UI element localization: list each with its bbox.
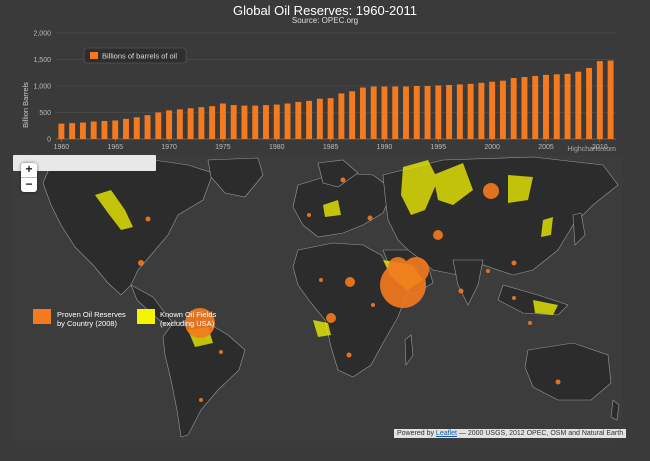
bar-1960[interactable] <box>58 123 65 139</box>
bar-2002[interactable] <box>510 78 517 139</box>
x-tick-label: 2005 <box>538 144 554 151</box>
bar-2008[interactable] <box>575 71 582 139</box>
bar-1981[interactable] <box>284 103 291 139</box>
bar-1964[interactable] <box>101 120 108 139</box>
bar-1997[interactable] <box>456 84 463 139</box>
fields-legend-label: Known Oil Fields (excluding USA) <box>160 310 217 328</box>
y-axis-label: Billion Barrels <box>21 82 30 128</box>
map-zoom-control[interactable]: + − <box>21 163 37 192</box>
bar-1985[interactable] <box>327 98 334 139</box>
bar-1990[interactable] <box>381 86 388 139</box>
bar-1983[interactable] <box>306 100 313 139</box>
bar-1974[interactable] <box>209 106 216 139</box>
bar-1992[interactable] <box>403 86 409 139</box>
x-tick-label: 1980 <box>269 144 285 151</box>
fields-legend-swatch <box>137 309 155 324</box>
bar-1976[interactable] <box>230 105 237 139</box>
y-tick-label: 0 <box>47 137 51 144</box>
y-tick-label: 2,000 <box>33 31 51 38</box>
bar-2009[interactable] <box>586 67 593 139</box>
bar-1994[interactable] <box>424 86 431 139</box>
bar-1970[interactable] <box>166 110 173 139</box>
bar-1968[interactable] <box>144 115 151 139</box>
y-tick-label: 1,500 <box>33 57 51 64</box>
bar-2003[interactable] <box>521 76 528 139</box>
y-tick-label: 1,000 <box>33 84 51 91</box>
bar-2004[interactable] <box>532 75 539 139</box>
bar-1999[interactable] <box>478 82 485 139</box>
bar-1986[interactable] <box>338 93 345 139</box>
bar-2005[interactable] <box>543 74 549 139</box>
bar-1984[interactable] <box>316 98 323 139</box>
bar-1969[interactable] <box>155 112 162 140</box>
x-tick-label: 1965 <box>107 144 123 151</box>
bar-1975[interactable] <box>219 103 226 139</box>
bar-1998[interactable] <box>467 83 474 139</box>
bar-2011[interactable] <box>607 60 614 140</box>
x-tick-label: 1990 <box>377 144 393 151</box>
bar-1991[interactable] <box>392 86 399 139</box>
bar-1972[interactable] <box>187 108 194 139</box>
bar-1965[interactable] <box>112 120 119 139</box>
oil-reserves-bar-chart: 0 500 1,000 1,500 2,000 1960 1965 1970 1975 1980 1… <box>21 31 616 151</box>
x-tick-label: 1995 <box>431 144 447 151</box>
bar-2007[interactable] <box>564 73 571 139</box>
bar-1961[interactable] <box>69 123 76 139</box>
bar-1996[interactable] <box>446 84 453 139</box>
bar-1995[interactable] <box>435 85 442 139</box>
y-tick-label: 500 <box>39 110 51 117</box>
bar-1982[interactable] <box>295 101 302 139</box>
bar-1973[interactable] <box>198 107 205 139</box>
bar-1988[interactable] <box>359 87 366 139</box>
bar-2010[interactable] <box>596 61 603 140</box>
legend-swatch <box>90 52 98 59</box>
bar-1977[interactable] <box>241 105 248 139</box>
world-map[interactable] <box>13 155 622 441</box>
bar-1966[interactable] <box>123 118 129 139</box>
highcharts-credit[interactable]: Highcharts.com <box>567 146 616 153</box>
bar-2000[interactable] <box>489 81 496 139</box>
x-tick-label: 1970 <box>161 144 177 151</box>
reserves-legend-label: Proven Oil Reserves by Country (2008) <box>57 310 126 328</box>
zoom-out-button[interactable]: − <box>21 177 37 192</box>
legend-series-name: Billions of barrels of oil <box>102 52 177 61</box>
chart-legend[interactable]: Billions of barrels of oil <box>83 47 187 64</box>
bar-1989[interactable] <box>370 86 377 139</box>
zoom-in-button[interactable]: + <box>25 162 33 176</box>
map-attribution: Powered by Leaflet — 2000 USGS, 2012 OPE… <box>394 429 627 438</box>
leaflet-link[interactable]: Leaflet <box>435 430 457 437</box>
world-map-graphic[interactable] <box>13 155 622 441</box>
map-search-bar[interactable] <box>13 155 156 171</box>
bar-1962[interactable] <box>79 122 86 139</box>
chart-subtitle: Source: OPEC.org <box>291 16 359 25</box>
x-tick-label: 2000 <box>484 144 500 151</box>
reserves-legend-swatch <box>33 309 51 324</box>
x-tick-label: 1985 <box>323 144 339 151</box>
x-tick-label: 2010 <box>592 144 608 151</box>
bar-1963[interactable] <box>90 121 97 139</box>
bar-1971[interactable] <box>176 109 183 139</box>
x-tick-label: 1975 <box>215 144 231 151</box>
bar-1979[interactable] <box>263 105 269 139</box>
bar-2001[interactable] <box>499 80 506 139</box>
bar-1978[interactable] <box>252 105 259 139</box>
bar-1987[interactable] <box>349 91 356 139</box>
x-tick-label: 1960 <box>54 144 70 151</box>
bar-1967[interactable] <box>133 117 140 139</box>
bar-1993[interactable] <box>413 86 420 139</box>
chart-title: Global Oil Reserves: 1960-2011 <box>232 3 418 18</box>
bar-2006[interactable] <box>553 74 560 139</box>
bar-1980[interactable] <box>273 104 280 139</box>
